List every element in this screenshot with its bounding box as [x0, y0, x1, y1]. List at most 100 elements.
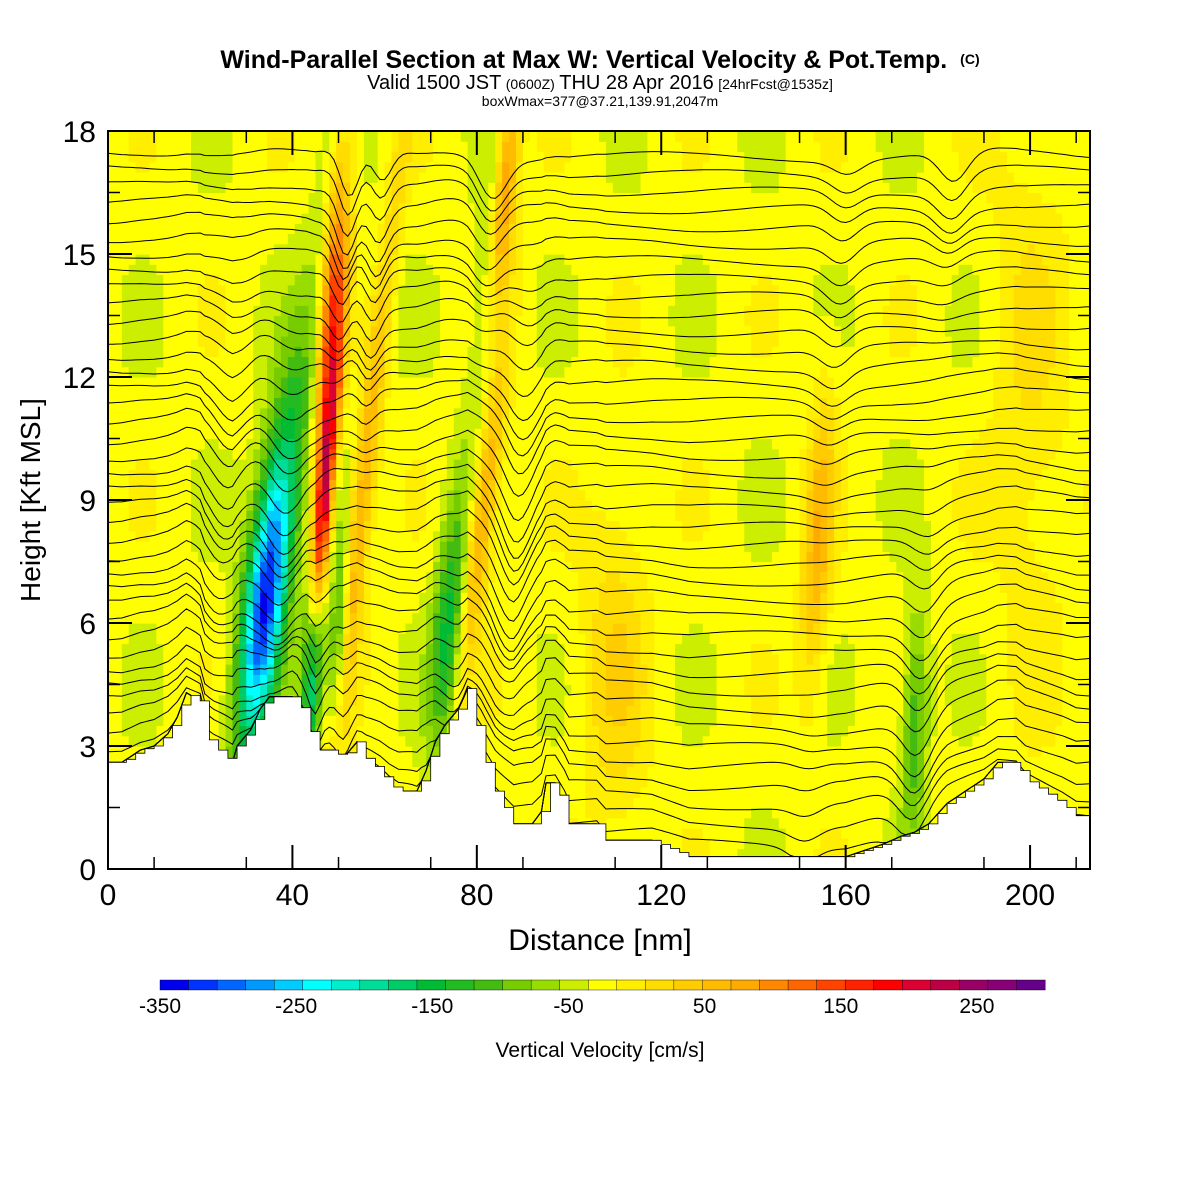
velocity-cell [488, 387, 496, 399]
velocity-cell [239, 582, 247, 593]
velocity-cell [488, 643, 496, 655]
velocity-cell [149, 612, 158, 624]
velocity-cell [128, 315, 137, 327]
velocity-cell [398, 469, 406, 481]
velocity-cell [446, 674, 455, 686]
velocity-cell [439, 561, 448, 573]
velocity-cell [398, 500, 406, 511]
velocity-cell [405, 602, 413, 614]
velocity-cell [253, 254, 261, 265]
velocity-cell [426, 213, 434, 224]
velocity-cell [391, 223, 400, 235]
velocity-cell [177, 438, 185, 450]
velocity-cell [287, 315, 296, 327]
velocity-cell [329, 346, 337, 358]
velocity-cell [384, 735, 393, 747]
velocity-cell [163, 418, 171, 429]
velocity-cell [239, 725, 247, 737]
velocity-cell [495, 397, 503, 409]
velocity-cell [350, 459, 358, 470]
velocity-cell [156, 182, 164, 194]
velocity-cell [522, 551, 531, 563]
velocity-cell [149, 694, 158, 706]
velocity-cell [350, 705, 358, 716]
velocity-cell [412, 397, 420, 409]
velocity-cell [460, 643, 469, 655]
velocity-cell [571, 243, 579, 255]
velocity-cell [239, 377, 247, 388]
velocity-cell [543, 664, 552, 675]
velocity-cell [273, 643, 282, 655]
velocity-cell [239, 530, 247, 542]
velocity-cell [246, 551, 254, 563]
velocity-cell [446, 407, 455, 419]
velocity-cell [522, 387, 531, 399]
velocity-cell [529, 151, 538, 163]
velocity-cell [398, 756, 406, 768]
velocity-cell [163, 254, 171, 265]
velocity-cell [564, 438, 572, 450]
velocity-cell [329, 561, 337, 573]
velocity-cell [163, 623, 171, 634]
velocity-cell [246, 131, 254, 142]
velocity-cell [273, 418, 282, 429]
velocity-cell [509, 735, 517, 747]
velocity-cell [260, 510, 268, 522]
velocity-cell [108, 284, 116, 296]
velocity-cell [184, 612, 192, 624]
velocity-cell [239, 407, 247, 419]
velocity-cell [322, 305, 330, 317]
velocity-cell [550, 602, 559, 614]
velocity-cell [204, 633, 213, 645]
velocity-cell [405, 715, 413, 727]
velocity-cell [495, 602, 503, 614]
velocity-cell [287, 643, 296, 655]
velocity-cell [585, 756, 593, 768]
velocity-cell [308, 623, 317, 634]
velocity-cell [184, 366, 192, 378]
velocity-cell [377, 428, 386, 440]
velocity-cell [308, 131, 317, 142]
velocity-cell [412, 213, 420, 224]
velocity-cell [280, 172, 289, 183]
velocity-cell [197, 202, 206, 214]
velocity-cell [356, 346, 365, 358]
velocity-cell [121, 684, 130, 696]
velocity-cell [343, 243, 351, 255]
velocity-cell [529, 254, 538, 265]
velocity-cell [163, 428, 171, 440]
velocity-cell [218, 489, 227, 501]
velocity-cell [114, 582, 123, 593]
velocity-cell [128, 254, 137, 265]
velocity-cell [287, 202, 296, 214]
velocity-cell [329, 336, 337, 347]
velocity-cell [273, 387, 282, 399]
velocity-cell [481, 315, 489, 327]
velocity-cell [114, 561, 123, 573]
velocity-cell [564, 469, 572, 481]
velocity-cell [273, 510, 282, 522]
velocity-cell [495, 295, 503, 306]
velocity-cell [543, 202, 552, 214]
velocity-cell [190, 243, 199, 255]
velocity-cell [460, 192, 469, 204]
velocity-cell [336, 571, 344, 583]
velocity-cell [502, 746, 510, 757]
velocity-cell [218, 541, 227, 552]
velocity-cell [405, 172, 413, 183]
velocity-cell [308, 571, 317, 583]
velocity-cell [578, 131, 586, 142]
velocity-cell [536, 377, 545, 388]
velocity-cell [529, 530, 538, 542]
velocity-cell [177, 694, 185, 706]
velocity-cell [177, 418, 185, 429]
velocity-cell [273, 520, 282, 532]
velocity-cell [142, 254, 151, 265]
velocity-cell [280, 469, 289, 481]
velocity-cell [225, 366, 234, 378]
velocity-cell [453, 284, 462, 296]
velocity-cell [543, 725, 552, 737]
velocity-cell [419, 305, 427, 317]
velocity-cell [322, 705, 330, 716]
velocity-cell [564, 233, 572, 245]
